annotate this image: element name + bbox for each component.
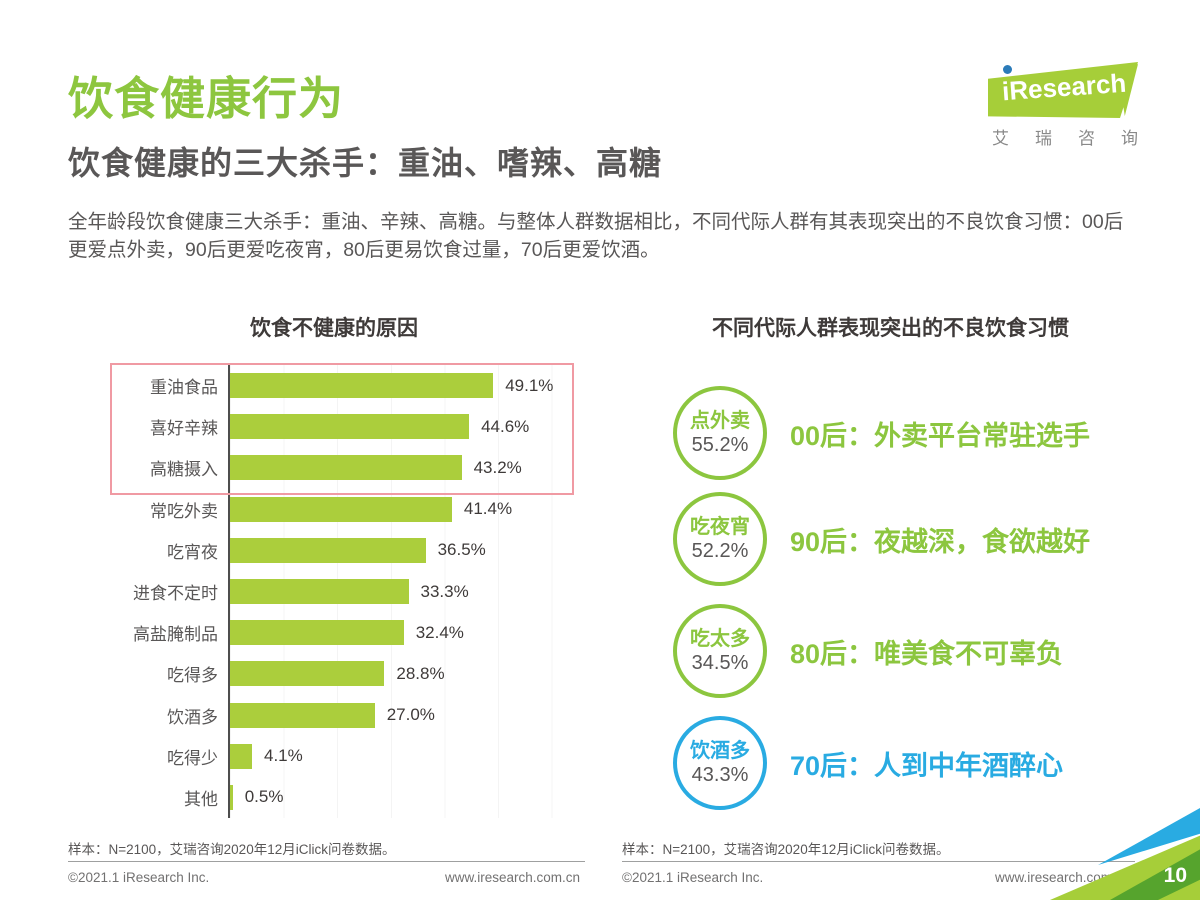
bar-row: 高盐腌制品 32.4%	[68, 612, 600, 654]
bar-track: 44.6%	[228, 406, 600, 448]
sample-note-right: 样本：N=2100，艾瑞咨询2020年12月iClick问卷数据。	[622, 842, 950, 857]
bar	[230, 496, 452, 522]
habit-caption: 90后：夜越深，食欲越好	[790, 526, 1091, 557]
habit-item: 吃夜宵 52.2% 90后：夜越深，食欲越好	[673, 491, 1090, 587]
chart-title: 饮食不健康的原因	[250, 317, 418, 340]
unhealthy-reasons-chart: 饮食不健康的原因 重油食品 49.1% 喜好辛辣 44.6% 高糖摄入 43.2% 常吃外卖…	[68, 312, 600, 819]
footer-divider-right	[622, 861, 1135, 862]
habit-item: 吃太多 34.5% 80后：唯美食不可辜负	[673, 603, 1063, 699]
page-title: 饮食健康行为	[68, 73, 345, 124]
habit-circle-badge: 饮酒多 43.3%	[673, 716, 767, 810]
bar-category-label: 高盐腌制品	[133, 625, 218, 645]
footer-divider-left	[68, 861, 585, 862]
bar-row: 喜好辛辣 44.6%	[68, 406, 600, 448]
bar-category-label: 吃得少	[167, 748, 218, 768]
habit-circle-label: 吃夜宵	[690, 516, 750, 538]
bar-value-label: 43.2%	[473, 457, 522, 477]
copyright-text: ©2021.1 iResearch Inc.	[68, 870, 210, 885]
bar-track: 4.1%	[228, 735, 600, 777]
bar	[230, 702, 375, 728]
page-number: 10	[1163, 864, 1187, 887]
bar-track: 36.5%	[228, 529, 600, 571]
bar-row: 饮酒多 27.0%	[68, 694, 600, 736]
bar-track: 33.3%	[228, 570, 600, 613]
bar-value-label: 44.6%	[481, 416, 530, 436]
habit-caption: 80后：唯美食不可辜负	[790, 638, 1064, 669]
habit-circle-value: 52.2%	[691, 540, 749, 562]
habit-item: 饮酒多 43.3% 70后：人到中年酒醉心	[673, 715, 1063, 811]
bar-value-label: 33.3%	[420, 581, 469, 601]
bar-value-label: 41.4%	[463, 499, 513, 519]
bar-track: 28.8%	[228, 653, 600, 695]
bar	[230, 743, 252, 769]
bar-track: 43.2%	[228, 447, 600, 489]
habit-item: 点外卖 55.2% 00后：外卖平台常驻选手	[673, 385, 1090, 481]
habit-caption: 00后：外卖平台常驻选手	[790, 420, 1091, 451]
bar-row: 其他 0.5%	[68, 776, 600, 819]
iresearch-logo: iResearch 艾瑞咨询	[988, 56, 1140, 148]
habit-caption: 70后：人到中年酒醉心	[790, 750, 1064, 781]
bar	[230, 620, 404, 646]
habit-circle-badge: 吃夜宵 52.2%	[673, 492, 767, 586]
habit-circle-badge: 吃太多 34.5%	[673, 604, 767, 698]
habit-circle-value: 34.5%	[691, 652, 749, 674]
copyright-text: ©2021.1 iResearch Inc.	[622, 870, 764, 885]
bar	[230, 579, 409, 605]
bar-row: 吃得多 28.8%	[68, 653, 600, 695]
logo-i-dot-icon	[1003, 65, 1012, 74]
bar-value-label: 0.5%	[244, 787, 284, 807]
habits-title: 不同代际人群表现突出的不良饮食习惯	[712, 317, 1069, 340]
bar-category-label: 进食不定时	[133, 584, 218, 604]
sample-note-left: 样本：N=2100，艾瑞咨询2020年12月iClick问卷数据。	[68, 842, 396, 857]
logo-brand-cn: 艾瑞咨询	[992, 129, 1164, 148]
bar-value-label: 36.5%	[437, 540, 486, 560]
bar-value-label: 28.8%	[396, 663, 445, 683]
bar-value-label: 27.0%	[386, 705, 435, 725]
bar-track: 41.4%	[228, 488, 600, 530]
page-subtitle: 饮食健康的三大杀手：重油、嗜辣、高糖	[68, 145, 663, 181]
bar-value-label: 32.4%	[415, 622, 464, 642]
bar-row: 重油食品 49.1%	[68, 365, 600, 407]
bar	[230, 784, 233, 810]
bar-track: 0.5%	[228, 776, 600, 819]
bar	[230, 661, 385, 687]
bar-category-label: 饮酒多	[167, 707, 218, 727]
bar-value-label: 4.1%	[264, 746, 303, 766]
bar-value-label: 49.1%	[505, 375, 554, 395]
bar-category-label: 重油食品	[150, 378, 218, 398]
footer-left: ©2021.1 iResearch Inc. www.iresearch.com…	[68, 870, 580, 885]
bar-track: 32.4%	[228, 612, 600, 654]
generation-habits-panel: 不同代际人群表现突出的不良饮食习惯 点外卖 55.2% 00后：外卖平台常驻选手吃夜…	[618, 312, 1163, 832]
habit-circle-value: 55.2%	[691, 434, 749, 456]
bar-category-label: 其他	[184, 789, 218, 809]
website-link[interactable]: www.iresearch.com.cn	[444, 870, 580, 885]
bar	[230, 373, 494, 399]
bar-category-label: 吃得多	[167, 666, 218, 686]
bar	[230, 414, 470, 440]
bar-row: 高糖摄入 43.2%	[68, 447, 600, 489]
habit-circle-label: 点外卖	[690, 410, 750, 432]
bar-track: 49.1%	[228, 365, 600, 407]
bar-category-label: 常吃外卖	[150, 501, 218, 521]
bar-row: 吃宵夜 36.5%	[68, 529, 600, 571]
habit-circle-label: 饮酒多	[690, 740, 750, 762]
corner-decoration: 10	[1050, 808, 1200, 900]
habit-circle-value: 43.3%	[691, 764, 749, 786]
bar-row: 常吃外卖 41.4%	[68, 488, 600, 530]
bar-track: 27.0%	[228, 694, 600, 736]
bar-category-label: 喜好辛辣	[150, 419, 218, 439]
bar-row: 吃得少 4.1%	[68, 735, 600, 777]
habit-circle-label: 吃太多	[690, 628, 750, 650]
bar-category-label: 高糖摄入	[150, 460, 218, 480]
page-description: 全年龄段饮食健康三大杀手：重油、辛辣、高糖。与整体人群数据相比，不同代际人群有其…	[68, 211, 1124, 261]
habit-circle-badge: 点外卖 55.2%	[673, 386, 767, 480]
bar	[230, 537, 426, 563]
bar-chart-rows: 重油食品 49.1% 喜好辛辣 44.6% 高糖摄入 43.2% 常吃外卖 41.4% 吃宵夜 3…	[68, 365, 600, 819]
bar-row: 进食不定时 33.3%	[68, 570, 600, 613]
bar	[230, 455, 462, 481]
bar-category-label: 吃宵夜	[167, 542, 218, 562]
